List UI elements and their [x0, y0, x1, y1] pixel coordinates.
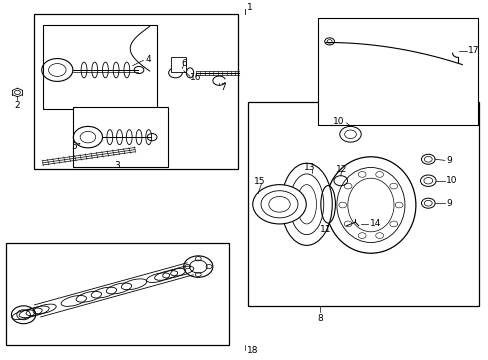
Text: 9: 9	[446, 199, 451, 208]
Text: 4: 4	[145, 55, 151, 64]
Text: 9: 9	[446, 156, 451, 165]
Ellipse shape	[281, 163, 331, 246]
Ellipse shape	[325, 157, 415, 253]
Bar	[42, 24, 157, 109]
Text: 12: 12	[335, 165, 346, 174]
Text: 8: 8	[316, 314, 322, 323]
Bar	[73, 107, 168, 167]
Text: 5: 5	[71, 141, 77, 150]
Text: 15: 15	[254, 177, 265, 186]
Text: 6: 6	[181, 59, 187, 68]
Text: 11: 11	[320, 225, 331, 234]
Bar	[6, 243, 228, 345]
Text: 10: 10	[446, 176, 457, 185]
Bar	[248, 102, 478, 306]
Text: 16: 16	[190, 73, 201, 82]
Text: 14: 14	[369, 219, 381, 228]
Text: 18: 18	[246, 346, 258, 355]
Text: 2: 2	[15, 101, 20, 110]
Text: 1: 1	[246, 3, 252, 12]
Bar	[170, 57, 186, 72]
Bar	[34, 14, 237, 169]
Text: 10: 10	[332, 117, 344, 126]
Text: 3: 3	[114, 161, 120, 170]
Bar	[318, 18, 477, 125]
Circle shape	[252, 185, 305, 224]
Text: 13: 13	[303, 163, 315, 172]
Text: 7: 7	[220, 83, 225, 92]
Text: 17: 17	[467, 46, 479, 55]
